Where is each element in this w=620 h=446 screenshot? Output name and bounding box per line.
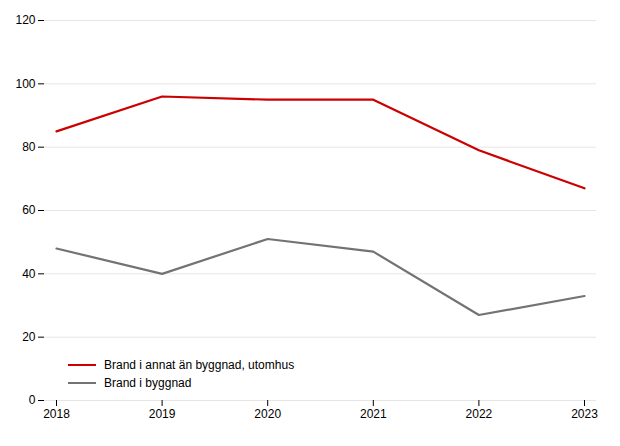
- svg-text:40: 40: [22, 267, 36, 281]
- html-text:Brand i byggnad: Brand i byggnad: [104, 376, 192, 390]
- svg-text:20: 20: [22, 330, 36, 344]
- svg-text:60: 60: [22, 203, 36, 217]
- svg-text:100: 100: [15, 77, 35, 91]
- svg-text:80: 80: [22, 140, 36, 154]
- svg-text:2020: 2020: [254, 407, 281, 421]
- svg-text:2018: 2018: [43, 407, 70, 421]
- svg-text:120: 120: [15, 13, 35, 27]
- svg-text:2023: 2023: [571, 407, 598, 421]
- html-text:Brand i annat än byggnad, utom: Brand i annat än byggnad, utomhus: [104, 358, 295, 372]
- svg-text:2021: 2021: [360, 407, 387, 421]
- svg-text:0: 0: [29, 393, 36, 407]
- svg-text:2019: 2019: [149, 407, 176, 421]
- svg-text:2022: 2022: [466, 407, 493, 421]
